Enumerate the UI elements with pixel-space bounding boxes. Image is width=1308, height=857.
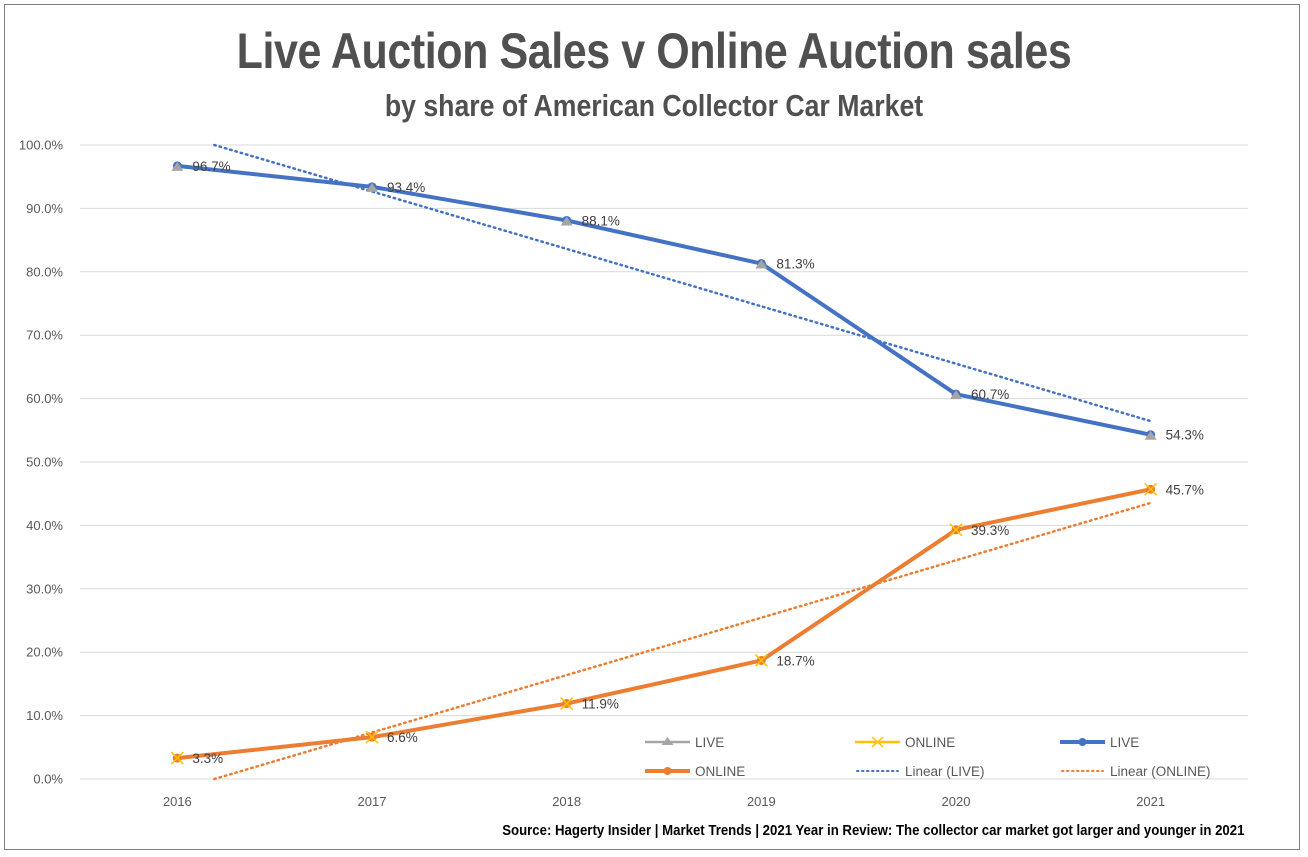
- x-icon: [871, 736, 884, 748]
- trendline-live: [213, 143, 1152, 423]
- triangle-marker: [171, 161, 184, 171]
- y-tick-label: 40.0%: [26, 518, 63, 533]
- series-markers: [170, 161, 1158, 765]
- legend-item: Linear (ONLINE): [1061, 764, 1211, 779]
- data-label: 60.7%: [971, 387, 1009, 402]
- data-label: 6.6%: [387, 730, 418, 745]
- data-label: 93.4%: [387, 180, 425, 195]
- legend-item: LIVE: [1060, 735, 1139, 750]
- dot-icon: [1078, 738, 1087, 746]
- data-labels: 96.7% 93.4% 88.1% 81.3% 60.7% 54.3% 3.3% 6.6% 11…: [192, 159, 1204, 766]
- triangle-icon: [661, 737, 674, 745]
- trendline-online: [213, 501, 1152, 781]
- x-marker: [1144, 482, 1158, 496]
- legend: LIVE ONLINE LIVE ONLINE Linear (LIVE) Linear …: [645, 735, 1211, 779]
- data-label: 81.3%: [776, 257, 814, 272]
- x-marker: [560, 697, 574, 711]
- source-note: Source: Hagerty Insider | Market Trends …: [501, 822, 1244, 839]
- triangle-marker: [755, 259, 768, 269]
- data-label: 54.3%: [1166, 428, 1204, 443]
- x-tick-label: 2017: [358, 794, 387, 809]
- data-label: 11.9%: [582, 697, 619, 712]
- data-label: 3.3%: [192, 751, 223, 766]
- trendlines: [213, 143, 1152, 781]
- dot-icon: [663, 767, 672, 775]
- y-tick-label: 10.0%: [26, 708, 63, 723]
- legend-label: Linear (ONLINE): [1110, 764, 1211, 779]
- data-label: 18.7%: [776, 653, 814, 668]
- legend-item: LIVE: [645, 735, 724, 750]
- y-tick-label: 100.0%: [19, 138, 64, 153]
- x-marker: [949, 523, 963, 537]
- triangle-marker: [560, 216, 573, 226]
- x-marker: [365, 730, 379, 744]
- legend-label: LIVE: [1110, 735, 1139, 750]
- triangle-marker: [950, 390, 962, 400]
- y-tick-label: 20.0%: [26, 645, 63, 660]
- legend-item: ONLINE: [855, 735, 955, 750]
- legend-label: Linear (LIVE): [905, 764, 985, 779]
- data-label: 88.1%: [582, 213, 620, 228]
- y-tick-label: 60.0%: [26, 391, 63, 406]
- data-label: 39.3%: [971, 523, 1009, 538]
- x-axis-ticks: 2016 2017 2018 2019 2020 2021: [163, 794, 1165, 809]
- x-marker: [170, 751, 184, 765]
- chart-subtitle: by share of American Collector Car Marke…: [384, 88, 924, 123]
- legend-label: ONLINE: [905, 735, 955, 750]
- legend-item: Linear (LIVE): [856, 764, 985, 779]
- y-tick-label: 90.0%: [26, 201, 63, 216]
- x-tick-label: 2016: [163, 794, 192, 809]
- legend-item: ONLINE: [645, 764, 745, 779]
- y-axis-ticks: 0.0% 10.0% 20.0% 30.0% 40.0% 50.0% 60.0% 70.0% 8…: [19, 138, 64, 787]
- legend-label: LIVE: [695, 735, 724, 750]
- y-tick-label: 30.0%: [26, 581, 63, 596]
- y-tick-label: 70.0%: [26, 328, 63, 343]
- y-tick-label: 0.0%: [33, 772, 63, 787]
- x-tick-label: 2019: [747, 794, 776, 809]
- data-label: 96.7%: [192, 159, 230, 174]
- y-tick-label: 50.0%: [26, 455, 63, 470]
- triangle-marker: [366, 182, 378, 192]
- x-tick-label: 2018: [552, 794, 581, 809]
- triangle-marker: [1144, 430, 1157, 440]
- series-line-live: [175, 163, 1153, 437]
- data-label: 45.7%: [1166, 482, 1204, 497]
- x-marker: [754, 653, 768, 667]
- gridlines: [80, 144, 1248, 780]
- y-tick-label: 80.0%: [26, 264, 63, 279]
- series-line-online: [175, 487, 1153, 761]
- x-tick-label: 2021: [1136, 794, 1165, 809]
- legend-label: ONLINE: [695, 764, 745, 779]
- x-tick-label: 2020: [942, 794, 971, 809]
- chart-title: Live Auction Sales v Online Auction sale…: [236, 23, 1072, 79]
